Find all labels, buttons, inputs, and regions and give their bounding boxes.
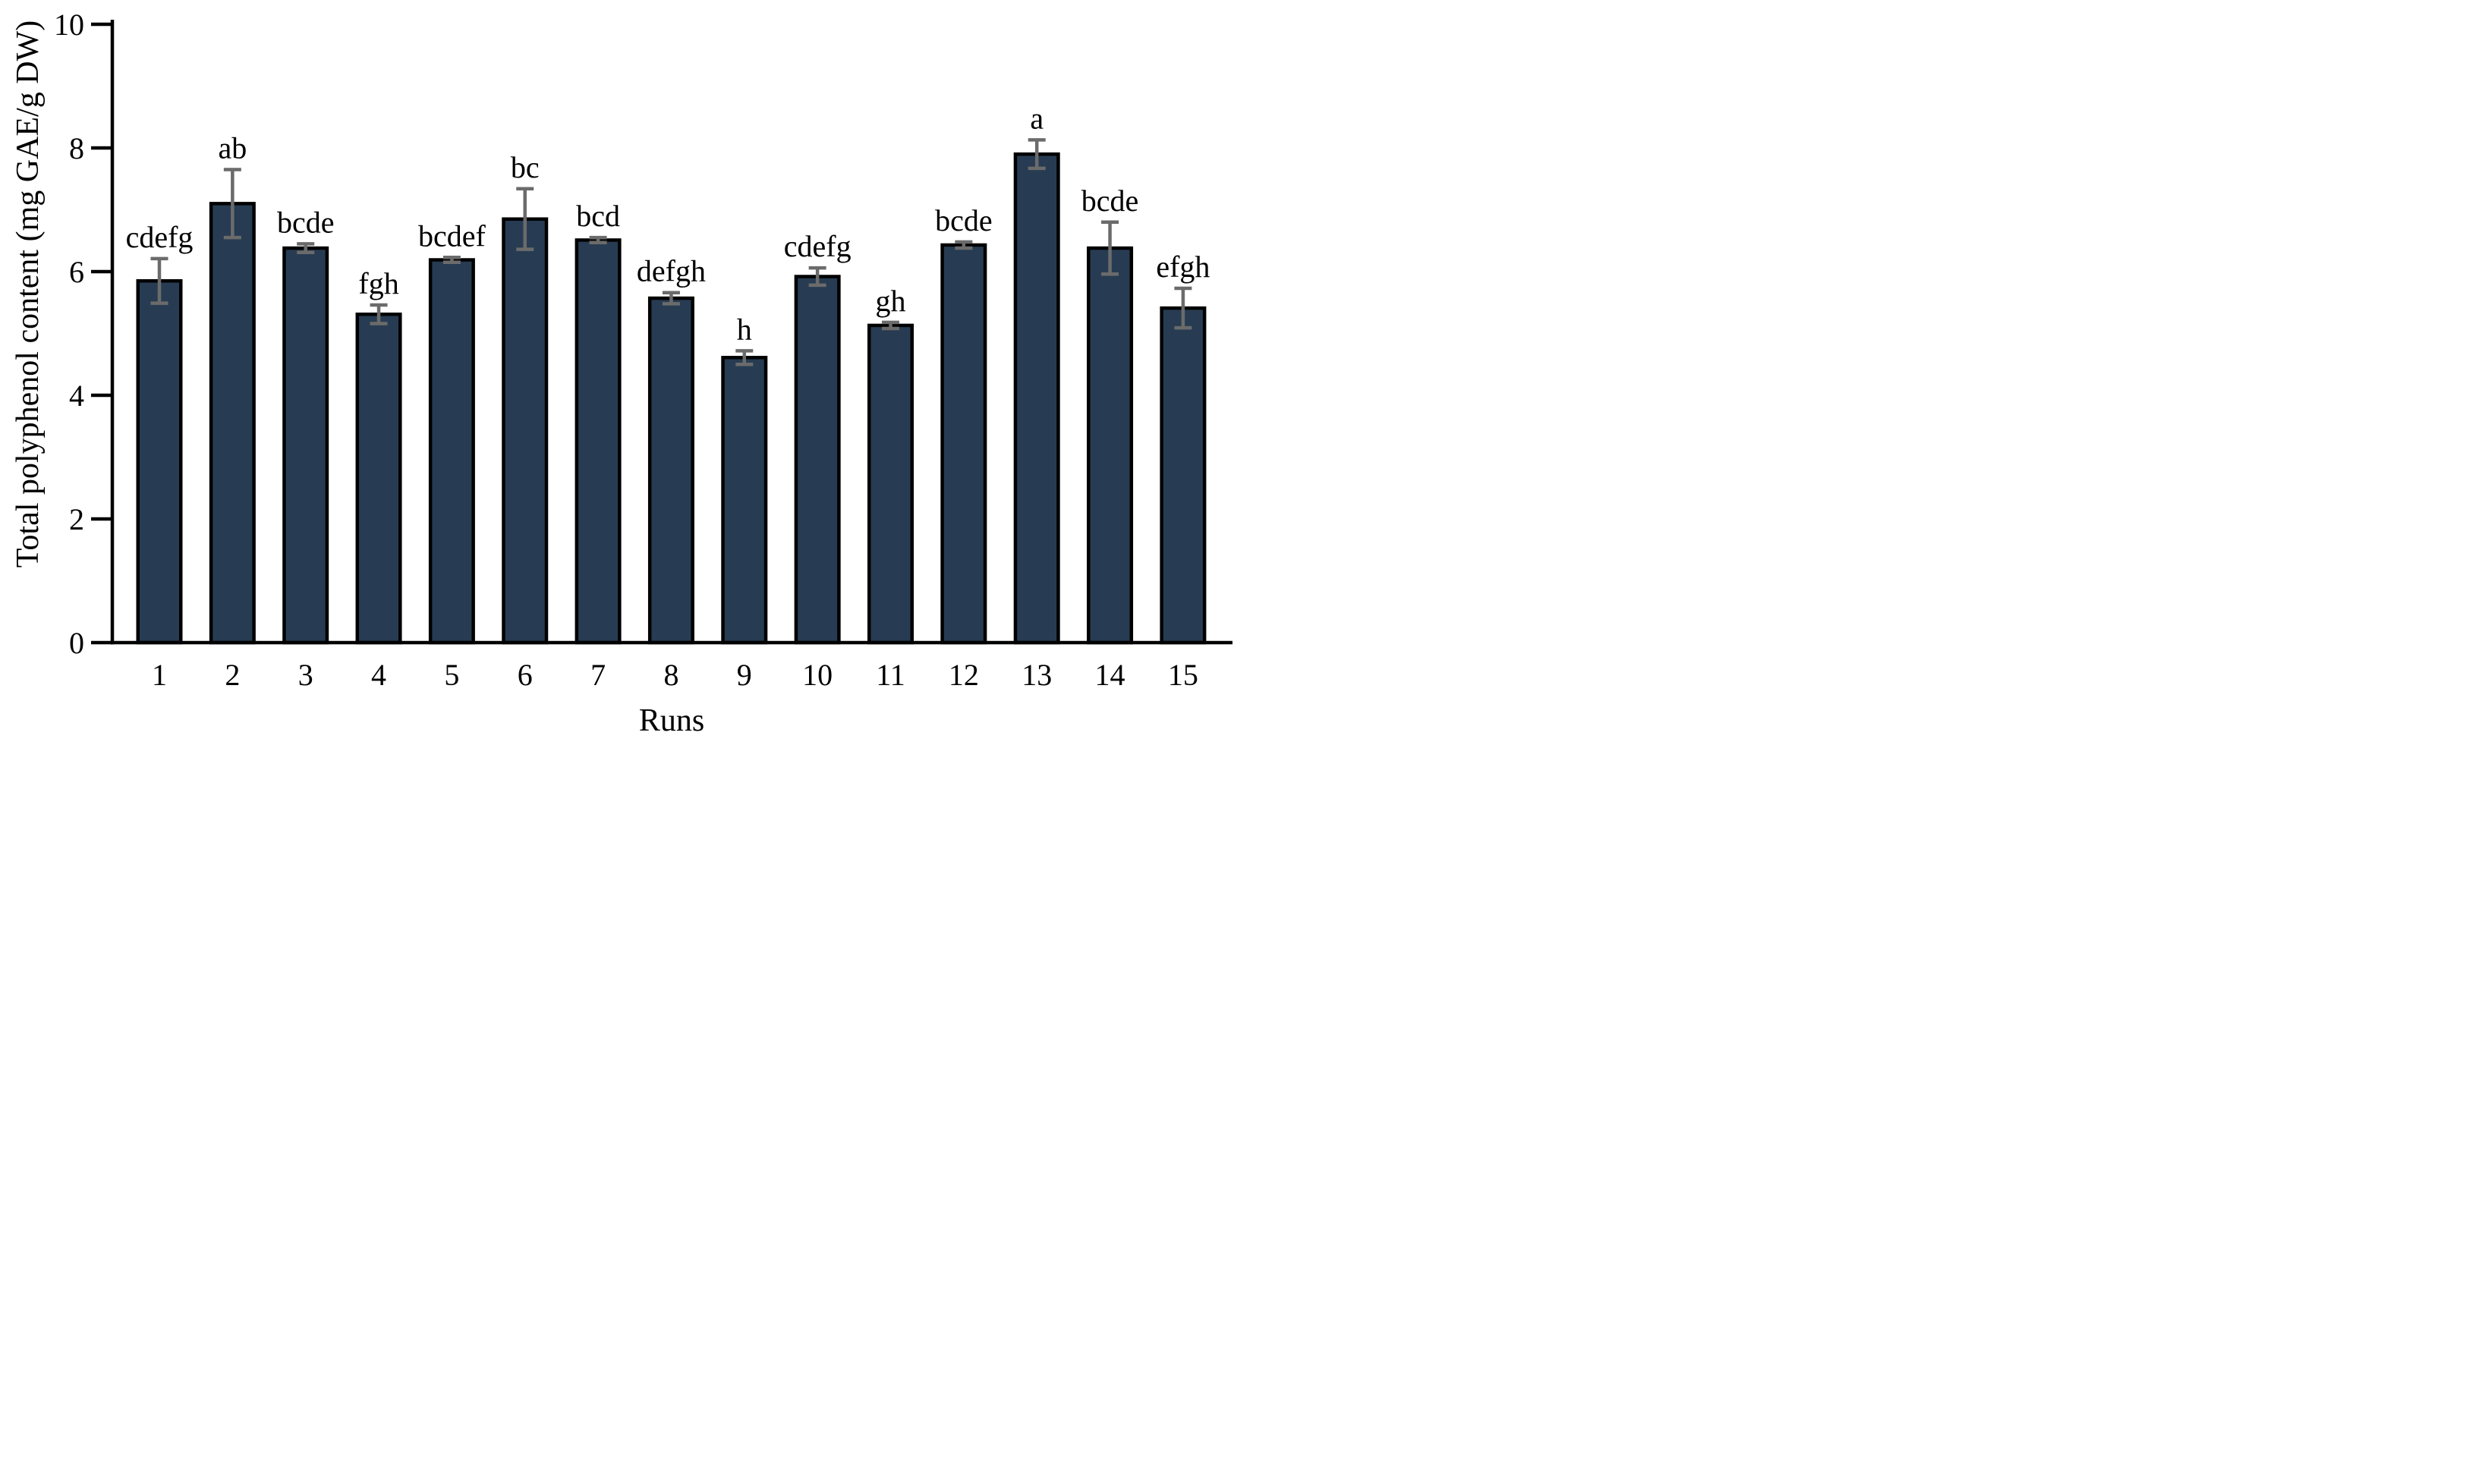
bar <box>136 278 183 645</box>
y-axis-ticks: 0 2 4 6 8 10 <box>54 8 112 660</box>
error-bar <box>589 235 607 244</box>
error-bar <box>955 240 973 250</box>
y-tick-label: 10 <box>54 8 84 42</box>
bar <box>209 202 256 645</box>
error-bar <box>735 349 754 366</box>
x-tick-label: 8 <box>663 658 678 692</box>
x-tick-label: 12 <box>949 658 979 692</box>
bar <box>1013 152 1060 645</box>
bar <box>647 296 694 645</box>
x-tick-label: 2 <box>225 658 240 692</box>
error-bar <box>1028 138 1046 171</box>
y-axis-title: Total polyphenol content (mg GAE/g DW) <box>11 20 46 568</box>
bar <box>282 246 329 645</box>
error-bar <box>223 168 241 240</box>
bar <box>575 238 622 645</box>
x-tick-label: 10 <box>802 658 833 692</box>
significance-letter: bcde <box>277 205 335 239</box>
y-tick-label: 2 <box>69 502 84 536</box>
x-tick-label: 11 <box>876 658 905 692</box>
significance-letter: bcd <box>576 199 620 233</box>
error-bar <box>150 256 168 305</box>
x-tick-label: 13 <box>1022 658 1052 692</box>
error-bar <box>442 256 461 265</box>
bar <box>940 243 987 645</box>
error-bar <box>662 291 680 306</box>
x-tick-label: 6 <box>518 658 533 692</box>
error-bar <box>370 303 388 325</box>
error-bar <box>516 187 534 251</box>
y-tick-label: 8 <box>69 131 84 165</box>
x-tick-label: 5 <box>444 658 459 692</box>
x-tick-label: 14 <box>1095 658 1125 692</box>
x-tick-label: 4 <box>371 658 386 692</box>
x-axis-title: Runs <box>639 703 704 738</box>
x-tick-label: 3 <box>298 658 313 692</box>
significance-letter: bcde <box>1081 184 1139 218</box>
bars-group: cdefgabbcdefghbcdefbcbcddefghhcdefgghbcd… <box>126 101 1210 645</box>
bar-chart: Total polyphenol content (mg GAE/g DW) 0… <box>11 8 1232 738</box>
bar <box>502 217 549 645</box>
bar <box>794 275 841 645</box>
x-tick-label: 15 <box>1168 658 1198 692</box>
x-tick-label: 1 <box>152 658 167 692</box>
y-tick-label: 0 <box>69 626 84 660</box>
bar-chart-figure: Total polyphenol content (mg GAE/g DW) 0… <box>0 0 1234 742</box>
error-bar <box>1101 220 1119 276</box>
bar <box>428 258 475 645</box>
x-tick-label: 9 <box>737 658 752 692</box>
significance-letter: gh <box>876 284 906 318</box>
bar <box>1087 246 1134 645</box>
significance-letter: efgh <box>1156 250 1210 284</box>
significance-letter: a <box>1030 101 1044 135</box>
axes <box>110 20 1232 645</box>
significance-letter: defgh <box>637 254 706 288</box>
significance-letter: ab <box>218 131 247 165</box>
error-bar <box>808 266 826 288</box>
bar <box>721 356 768 645</box>
significance-letter: bc <box>511 150 540 184</box>
bar <box>1160 306 1207 645</box>
x-axis-labels: 1 2 3 4 5 6 7 8 9 10 11 12 13 14 15 <box>152 658 1198 692</box>
significance-letter: cdefg <box>126 220 194 254</box>
significance-letter: fgh <box>358 266 398 300</box>
error-bar <box>1174 286 1192 330</box>
x-tick-label: 7 <box>590 658 606 692</box>
significance-letter: h <box>737 312 752 346</box>
significance-letter: cdefg <box>784 229 852 263</box>
significance-letter: bcdef <box>418 219 486 253</box>
error-bar <box>882 320 899 331</box>
error-bar <box>297 242 315 254</box>
significance-letter: bcde <box>935 203 993 237</box>
bar <box>867 323 914 645</box>
y-tick-label: 6 <box>69 255 84 289</box>
y-tick-label: 4 <box>69 379 84 413</box>
bar <box>355 312 402 645</box>
